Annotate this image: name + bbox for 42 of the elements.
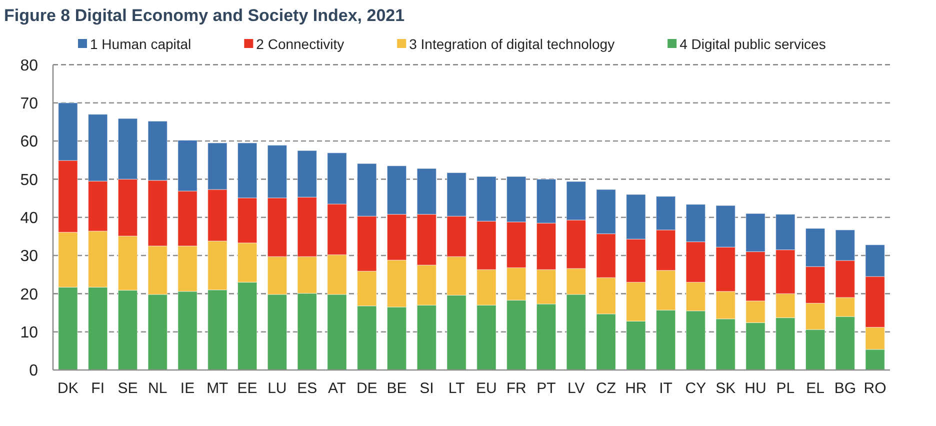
y-tick-label: 80 <box>20 57 38 74</box>
x-tick-label: ES <box>297 380 318 397</box>
x-tick-label: IE <box>180 380 195 397</box>
y-tick-label: 40 <box>20 210 38 227</box>
x-tick-label: AT <box>328 380 346 397</box>
x-tick-label: HU <box>744 380 766 397</box>
y-tick-label: 50 <box>20 172 38 189</box>
x-tick-label: SI <box>420 380 434 397</box>
x-tick-label: FI <box>91 380 105 397</box>
x-tick-label: DE <box>356 380 378 397</box>
x-tick-label: FR <box>506 380 526 397</box>
x-tick-label: EL <box>806 380 824 397</box>
y-tick-label: 70 <box>20 95 38 112</box>
x-tick-label: HR <box>625 380 647 397</box>
y-tick-label: 0 <box>29 362 38 380</box>
x-tick-label: BG <box>834 380 856 397</box>
chart-title: Figure 8 Digital Economy and Society Index, 2021 <box>4 6 405 25</box>
x-tick-label: MT <box>206 380 228 397</box>
x-tick-label: LU <box>268 380 287 397</box>
x-tick-label: CY <box>685 380 706 397</box>
legend-label: 3 Integration of digital technology <box>409 36 615 52</box>
x-tick-label: LT <box>448 380 465 397</box>
y-tick-label: 30 <box>20 248 38 266</box>
x-tick-label: BE <box>386 380 407 397</box>
x-tick-label: PT <box>536 380 556 397</box>
legend-label: 1 Human capital <box>90 36 192 52</box>
y-tick-label: 60 <box>20 134 38 151</box>
x-tick-label: LV <box>568 380 585 397</box>
x-tick-label: NL <box>148 380 168 397</box>
x-tick-label: PL <box>776 380 795 397</box>
legend-label: 2 Connectivity <box>256 36 344 52</box>
x-tick-label: EU <box>476 380 497 397</box>
x-tick-label: RO <box>864 380 886 397</box>
x-tick-label: SK <box>716 380 736 397</box>
y-tick-label: 20 <box>20 286 38 304</box>
x-tick-label: EE <box>237 380 258 397</box>
y-tick-label: 10 <box>20 324 38 342</box>
legend-label: 4 Digital public services <box>680 36 826 52</box>
x-tick-label: CZ <box>596 380 616 397</box>
x-tick-label: SE <box>118 380 138 397</box>
x-tick-label: DK <box>58 380 78 397</box>
x-tick-label: IT <box>659 380 672 397</box>
